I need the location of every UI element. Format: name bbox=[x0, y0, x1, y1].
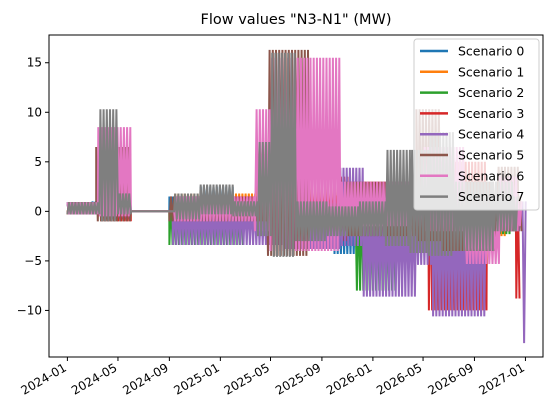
chart-title: Flow values "N3-N1" (MW) bbox=[201, 12, 392, 28]
legend-box bbox=[413, 38, 540, 211]
legend-label: Scenario 0 bbox=[458, 44, 524, 59]
x-tick-label: 2026-09 bbox=[426, 360, 476, 397]
legend-label: Scenario 2 bbox=[458, 85, 524, 100]
legend-label: Scenario 5 bbox=[458, 148, 524, 163]
x-tick-label: 2025-09 bbox=[273, 360, 323, 397]
y-tick-label: 0 bbox=[34, 204, 42, 218]
y-tick-label: 10 bbox=[27, 105, 42, 119]
x-tick-label: 2026-05 bbox=[374, 360, 424, 397]
y-tick-label: −10 bbox=[17, 303, 42, 317]
y-tick-label: −5 bbox=[24, 254, 42, 268]
series-layer bbox=[66, 49, 527, 344]
x-tick-label: 2024-05 bbox=[69, 360, 119, 397]
legend-label: Scenario 6 bbox=[458, 168, 524, 183]
y-tick-label: 15 bbox=[27, 56, 42, 70]
x-tick-label: 2025-01 bbox=[171, 360, 221, 397]
y-tick-label: 5 bbox=[34, 155, 42, 169]
x-tick-label: 2027-01 bbox=[477, 360, 527, 397]
x-tick-label: 2024-01 bbox=[18, 360, 68, 397]
plot-frame bbox=[48, 34, 544, 358]
legend-label: Scenario 3 bbox=[458, 106, 524, 121]
x-tick-label: 2026-01 bbox=[324, 360, 374, 397]
legend: Scenario 0 Scenario 1 Scenario 2 Scenario 3… bbox=[413, 38, 540, 211]
legend-label: Scenario 7 bbox=[458, 189, 524, 204]
x-tick-label: 2024-09 bbox=[120, 360, 170, 397]
legend-label: Scenario 1 bbox=[458, 64, 524, 79]
legend-label: Scenario 4 bbox=[458, 127, 524, 142]
x-tick-label: 2025-05 bbox=[222, 360, 272, 397]
